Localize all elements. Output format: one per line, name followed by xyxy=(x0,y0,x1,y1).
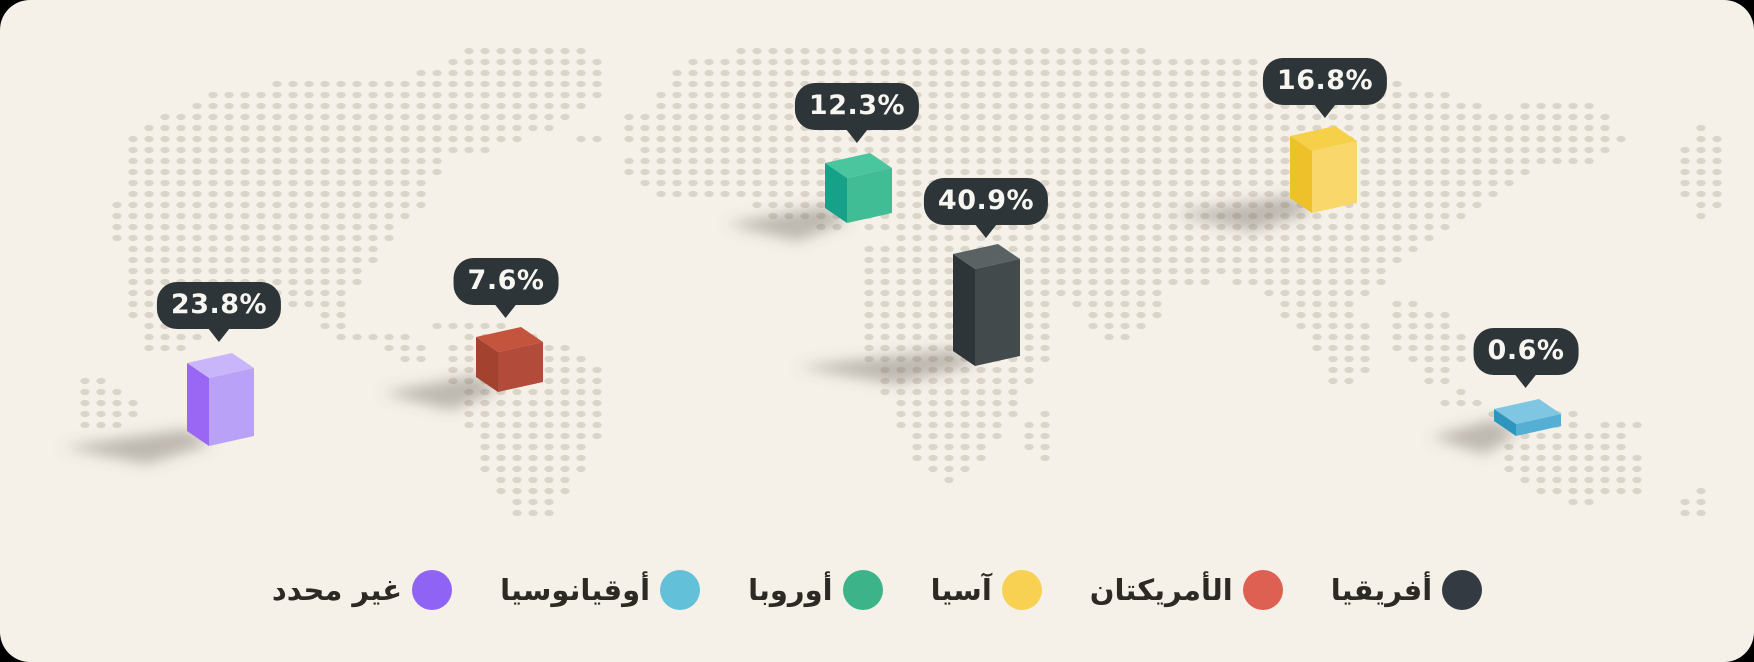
value-bubble-americas: 7.6% xyxy=(453,258,559,305)
legend-label-asia: آسيا xyxy=(930,573,992,607)
value-label-africa: 40.9% xyxy=(937,185,1035,216)
legend-label-oceania: أوقيانوسيا xyxy=(500,573,651,607)
legend-swatch-africa xyxy=(1442,570,1483,610)
value-bubble-africa: 40.9% xyxy=(923,178,1049,225)
legend-swatch-europe xyxy=(842,570,883,610)
legend-item-americas: الأمريكتان xyxy=(1090,570,1283,610)
legend-label-europe: أوروبا xyxy=(748,573,833,607)
value-bubble-oceania: 0.6% xyxy=(1473,328,1579,375)
value-bubble-unspecified: 23.8% xyxy=(156,282,282,329)
value-label-asia: 16.8% xyxy=(1276,65,1374,96)
value-bubble-asia: 16.8% xyxy=(1262,58,1388,105)
legend-item-europe: أوروبا xyxy=(748,570,883,610)
legend-label-africa: أفريقيا xyxy=(1330,573,1433,607)
legend-swatch-unspecified xyxy=(412,570,453,610)
value-label-unspecified: 23.8% xyxy=(170,289,268,320)
legend-item-unspecified: غير محدد xyxy=(271,570,453,610)
legend-label-americas: الأمريكتان xyxy=(1089,573,1233,607)
legend-item-oceania: أوقيانوسيا xyxy=(500,570,701,610)
legend-swatch-americas xyxy=(1242,570,1283,610)
legend-item-africa: أفريقيا xyxy=(1330,570,1483,610)
legend-swatch-oceania xyxy=(660,570,701,610)
legend: أفريقيا الأمريكتان آسيا أوروبا أوقيانوسي… xyxy=(0,570,1754,610)
value-label-oceania: 0.6% xyxy=(1487,335,1565,366)
value-label-americas: 7.6% xyxy=(467,265,545,296)
value-label-europe: 12.3% xyxy=(808,90,906,121)
legend-label-unspecified: غير محدد xyxy=(271,573,403,607)
legend-swatch-asia xyxy=(1001,570,1042,610)
legend-item-asia: آسيا xyxy=(931,570,1042,610)
value-bubble-europe: 12.3% xyxy=(794,83,920,130)
